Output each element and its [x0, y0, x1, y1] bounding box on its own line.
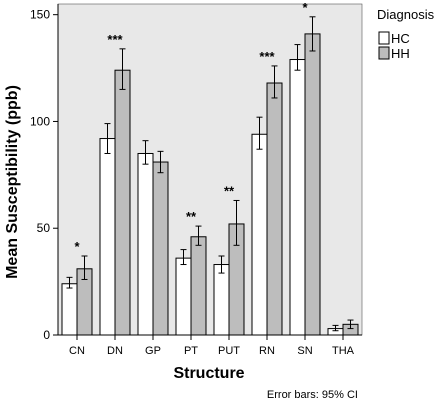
y-axis-title: Mean Susceptibility (ppb): [4, 85, 21, 279]
bar-hc-gp: [137, 152, 154, 336]
error-bar-hh-dn: [119, 48, 126, 90]
error-bar-hc-pt: [180, 249, 187, 266]
y-tick-label: 100: [30, 114, 50, 128]
x-tick-label-cn: CN: [69, 345, 85, 357]
error-bar-hh-tha: [347, 319, 354, 330]
x-tick-label-put: PUT: [218, 345, 240, 357]
error-bars-layer: [66, 16, 354, 332]
bar-hc-pt: [175, 257, 192, 336]
bar-hh-dn: [114, 69, 131, 336]
significance-mark-put: **: [224, 183, 235, 198]
error-bar-hc-rn: [256, 116, 263, 150]
legend-label-hh: HH: [391, 46, 410, 61]
error-bar-hc-cn: [66, 276, 73, 289]
legend-swatch-hc: [378, 31, 390, 45]
error-bar-hh-gp: [157, 150, 164, 174]
x-tick-label-gp: GP: [145, 345, 161, 357]
bar-hh-rn: [266, 82, 283, 336]
x-axis-title: Structure: [173, 365, 244, 382]
x-tick-label-dn: DN: [107, 345, 123, 357]
significance-mark-dn: ***: [107, 32, 123, 47]
legend-title: Diagnosis: [377, 7, 435, 22]
significance-mark-sn: *: [302, 0, 308, 15]
bar-hc-sn: [289, 59, 306, 336]
bar-hc-put: [213, 264, 230, 336]
x-tick-label-tha: THA: [332, 345, 355, 357]
y-tick-label: 0: [43, 328, 50, 342]
legend: Diagnosis HC HH: [377, 7, 435, 61]
error-bar-hc-dn: [104, 123, 111, 154]
error-bar-hc-tha: [332, 324, 339, 332]
legend-swatch-hh: [378, 46, 390, 60]
error-bars-note: Error bars: 95% CI: [267, 389, 358, 401]
y-tick-label: 150: [30, 8, 50, 22]
y-axis-ticks: 0 50 100 150: [30, 8, 58, 342]
error-bar-hh-sn: [309, 16, 316, 52]
error-bar-hc-gp: [142, 140, 149, 165]
bars-layer: [61, 33, 359, 336]
significance-mark-rn: ***: [259, 49, 275, 64]
legend-label-hc: HC: [391, 31, 410, 46]
significance-layer: ************: [74, 0, 308, 254]
error-bar-hh-pt: [195, 225, 202, 246]
significance-mark-cn: *: [74, 239, 80, 254]
x-tick-label-rn: RN: [259, 345, 275, 357]
bar-hh-gp: [152, 161, 169, 336]
bar-hh-sn: [304, 33, 321, 336]
bar-hc-cn: [61, 283, 78, 336]
error-bar-hc-put: [218, 255, 225, 274]
y-tick-label: 50: [37, 221, 51, 235]
bar-hc-rn: [251, 133, 268, 336]
x-axis-ticks: CN DN GP PT PUT RN SN THA: [69, 335, 355, 357]
error-bar-hh-rn: [271, 65, 278, 99]
significance-mark-pt: **: [186, 209, 197, 224]
bar-hh-pt: [190, 236, 207, 336]
bar-hc-dn: [99, 138, 116, 336]
error-bar-hc-sn: [294, 44, 301, 71]
x-tick-label-pt: PT: [184, 345, 198, 357]
x-tick-label-sn: SN: [297, 345, 312, 357]
error-bar-hh-put: [233, 199, 240, 246]
error-bar-hh-cn: [81, 255, 88, 280]
